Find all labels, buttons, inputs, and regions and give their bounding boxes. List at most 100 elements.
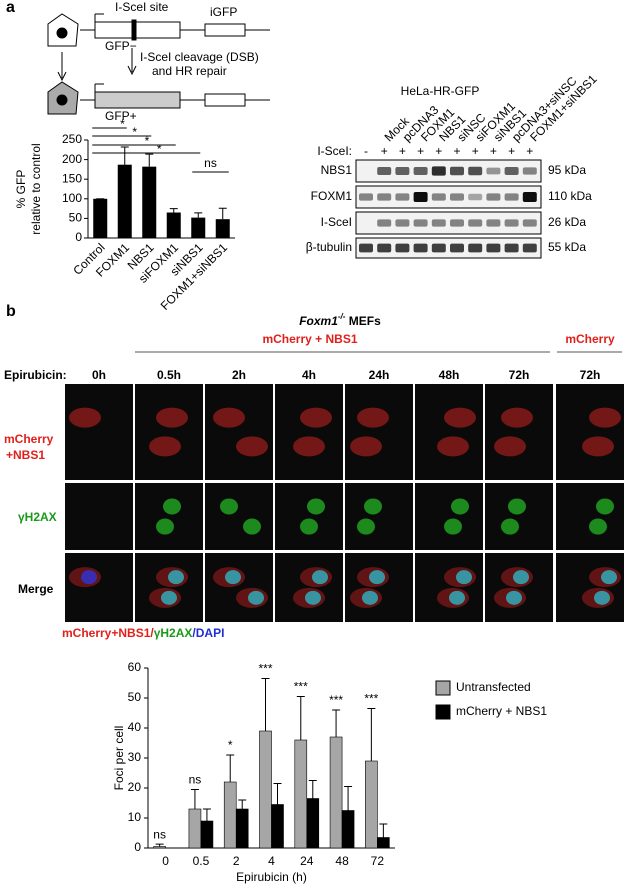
band (413, 167, 428, 175)
nucleus-blob (501, 518, 519, 535)
band (468, 193, 483, 201)
label: and HR repair (152, 64, 227, 78)
micrograph (556, 483, 624, 550)
sig-label: ns (153, 827, 166, 841)
blot-title: HeLa-HR-GFP (401, 84, 480, 98)
sig-label: * (157, 142, 162, 156)
label: Epirubicin: (4, 368, 67, 382)
nucleus-blob (369, 570, 385, 585)
micrograph (415, 483, 483, 550)
y-tick-label: 10 (128, 810, 142, 824)
legend-label: mCherry + NBS1 (456, 704, 547, 718)
cell-blob (149, 436, 181, 457)
sig-label: * (120, 117, 125, 131)
group-label: mCherry (565, 332, 615, 346)
micrograph (556, 553, 624, 622)
micrograph (485, 384, 553, 480)
sig-label: * (132, 125, 137, 139)
igfp-box (204, 23, 246, 37)
cell-blob (494, 436, 526, 457)
bar (215, 219, 230, 238)
band (522, 243, 537, 253)
isce-sign: + (453, 144, 460, 158)
nucleus-blob (444, 518, 462, 535)
x-tick-label: 72 (371, 854, 385, 868)
row-label: Merge (18, 582, 54, 596)
nucleus-blob (594, 590, 610, 605)
band (522, 167, 537, 175)
blot-size: 95 kDa (548, 163, 586, 177)
band (395, 219, 410, 227)
band (431, 166, 446, 176)
bar (294, 739, 308, 849)
blot-row-label: NBS1 (321, 163, 353, 177)
nucleus-blob (225, 570, 241, 585)
nucleus-blob (161, 590, 177, 605)
band (359, 193, 373, 201)
isce-sign: + (417, 144, 424, 158)
nucleus-blob (456, 570, 472, 585)
micrograph (556, 384, 624, 480)
time-label: 24h (369, 368, 390, 382)
y-tick-label: 40 (128, 720, 142, 734)
y-axis-label: % GFP (14, 170, 28, 209)
cell-blob (300, 407, 332, 428)
band (450, 219, 464, 227)
y-tick-label: 150 (62, 171, 82, 185)
bar (142, 166, 157, 238)
label: iGFP (210, 5, 237, 19)
micrograph (65, 384, 133, 480)
cell-blob (589, 407, 621, 428)
label: I-SceI site (115, 0, 169, 14)
nucleus-blob (506, 590, 522, 605)
bar (259, 730, 272, 849)
panel-label: a (6, 0, 15, 16)
band (486, 219, 501, 227)
y-tick-label: 30 (128, 750, 142, 764)
label: GFP+ (105, 109, 137, 123)
cell-blob (236, 436, 268, 457)
panel-label: b (6, 303, 16, 320)
error-bar (273, 783, 282, 805)
nucleus-blob (362, 590, 378, 605)
x-tick-label: 4 (268, 854, 275, 868)
nucleus-blob (220, 498, 238, 515)
label: I-SceI: (317, 144, 352, 158)
blot-row-label: FOXM1 (311, 189, 353, 203)
strain-suffix: MEFs (345, 314, 381, 328)
nucleus-blob (81, 570, 97, 585)
y-tick-label: 250 (62, 132, 82, 146)
nucleus-blob (243, 518, 261, 535)
error-bar (238, 799, 247, 809)
band (395, 167, 410, 175)
caption: mCherry+NBS1/γH2AX/DAPI (62, 626, 224, 640)
cell-blob (350, 436, 382, 457)
isce-sign: + (435, 144, 442, 158)
time-label: 72h (580, 368, 601, 382)
micrograph (135, 384, 203, 480)
label: I-SceI cleavage (DSB) (140, 50, 259, 64)
y-axis-label: relative to control (29, 143, 43, 234)
error-bar (120, 146, 129, 165)
schematic (47, 13, 270, 115)
cell-blob (357, 407, 389, 428)
cell-blob (293, 436, 325, 457)
caption-part: γH2AX (154, 626, 193, 640)
micrograph (65, 553, 133, 622)
arrow-head (127, 65, 137, 76)
nucleus-blob (508, 498, 526, 515)
band (377, 219, 392, 227)
time-label: 72h (509, 368, 530, 382)
y-axis-label: Foci per cell (112, 726, 126, 791)
y-tick-label: 50 (69, 211, 83, 225)
band (413, 243, 428, 253)
error-bar (344, 786, 353, 811)
bar (200, 820, 214, 849)
y-tick-label: 60 (128, 660, 142, 674)
error-bar (155, 843, 164, 847)
error-bar (379, 823, 388, 838)
band (504, 219, 519, 227)
band (377, 167, 392, 175)
band (395, 243, 410, 253)
blot-row-label: β-tubulin (306, 240, 352, 254)
